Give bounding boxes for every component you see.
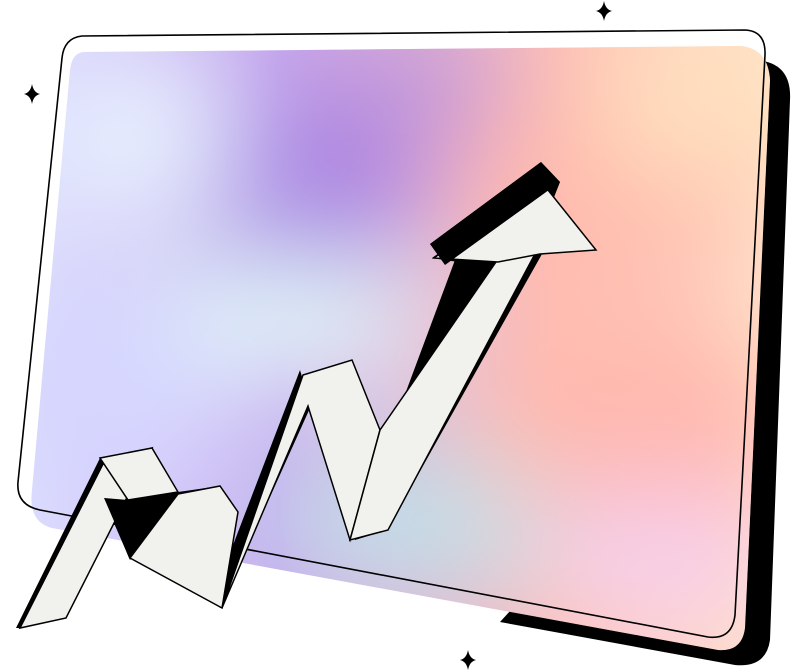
sparkle-icon (24, 84, 40, 104)
arrow-face-segment-3 (128, 485, 239, 610)
arrow-head-shadow (430, 162, 560, 265)
arrow-face-segment-2 (104, 486, 220, 558)
sparkle-icon (596, 1, 612, 21)
panel-outline (17, 29, 766, 639)
panel-shadow-edge (700, 62, 787, 661)
trend-arrow-icon (16, 162, 598, 630)
sparkle-icon (460, 650, 476, 670)
